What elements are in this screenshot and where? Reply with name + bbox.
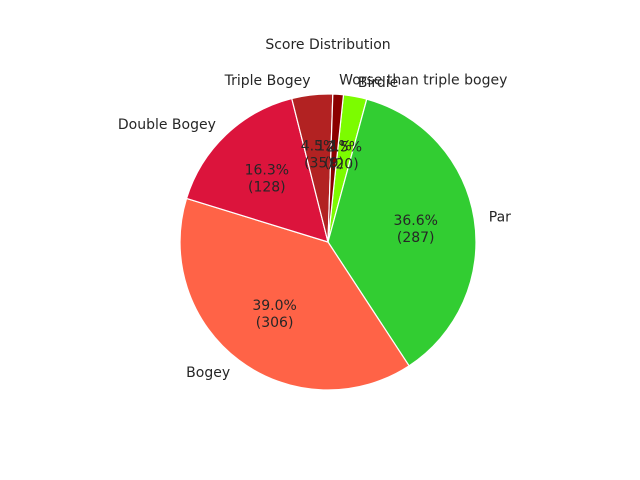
slice-par: [327, 98, 477, 367]
count-label-bogey: (306): [256, 315, 294, 331]
count-label-double-bogey: (128): [248, 180, 286, 196]
count-label-triple-bogey: (35): [304, 156, 333, 172]
count-label-par: (287): [397, 230, 435, 246]
slice-bogey: [179, 197, 410, 391]
percent-label-triple-bogey: 4.5%: [301, 139, 337, 155]
count-label-worse-than-triple-bogey: (9): [324, 155, 344, 171]
pie-slices: [179, 93, 477, 391]
category-label-birdie: Birdie: [358, 75, 398, 91]
chart-title: Score Distribution: [265, 37, 390, 53]
count-label-birdie: (20): [330, 157, 359, 173]
pie-labels: Birdie 2.5%(20) Par 36.6%(287) Bogey 39.0%(30…: [118, 73, 511, 382]
percent-label-bogey: 39.0%: [252, 298, 296, 314]
category-label-worse-than-triple-bogey: Worse than triple bogey: [339, 73, 507, 89]
percent-label-worse-than-triple-bogey: 1.1%: [316, 138, 352, 154]
percent-label-birdie: 2.5%: [327, 140, 363, 156]
category-label-bogey: Bogey: [186, 365, 230, 381]
category-label-par: Par: [489, 209, 511, 225]
percent-label-par: 36.6%: [393, 213, 437, 229]
category-label-double-bogey: Double Bogey: [118, 117, 216, 133]
slice-double-bogey: [185, 97, 329, 243]
percent-label-double-bogey: 16.3%: [245, 163, 289, 179]
category-label-triple-bogey: Triple Bogey: [224, 73, 311, 89]
slice-worse-than-triple-bogey: [327, 93, 345, 243]
